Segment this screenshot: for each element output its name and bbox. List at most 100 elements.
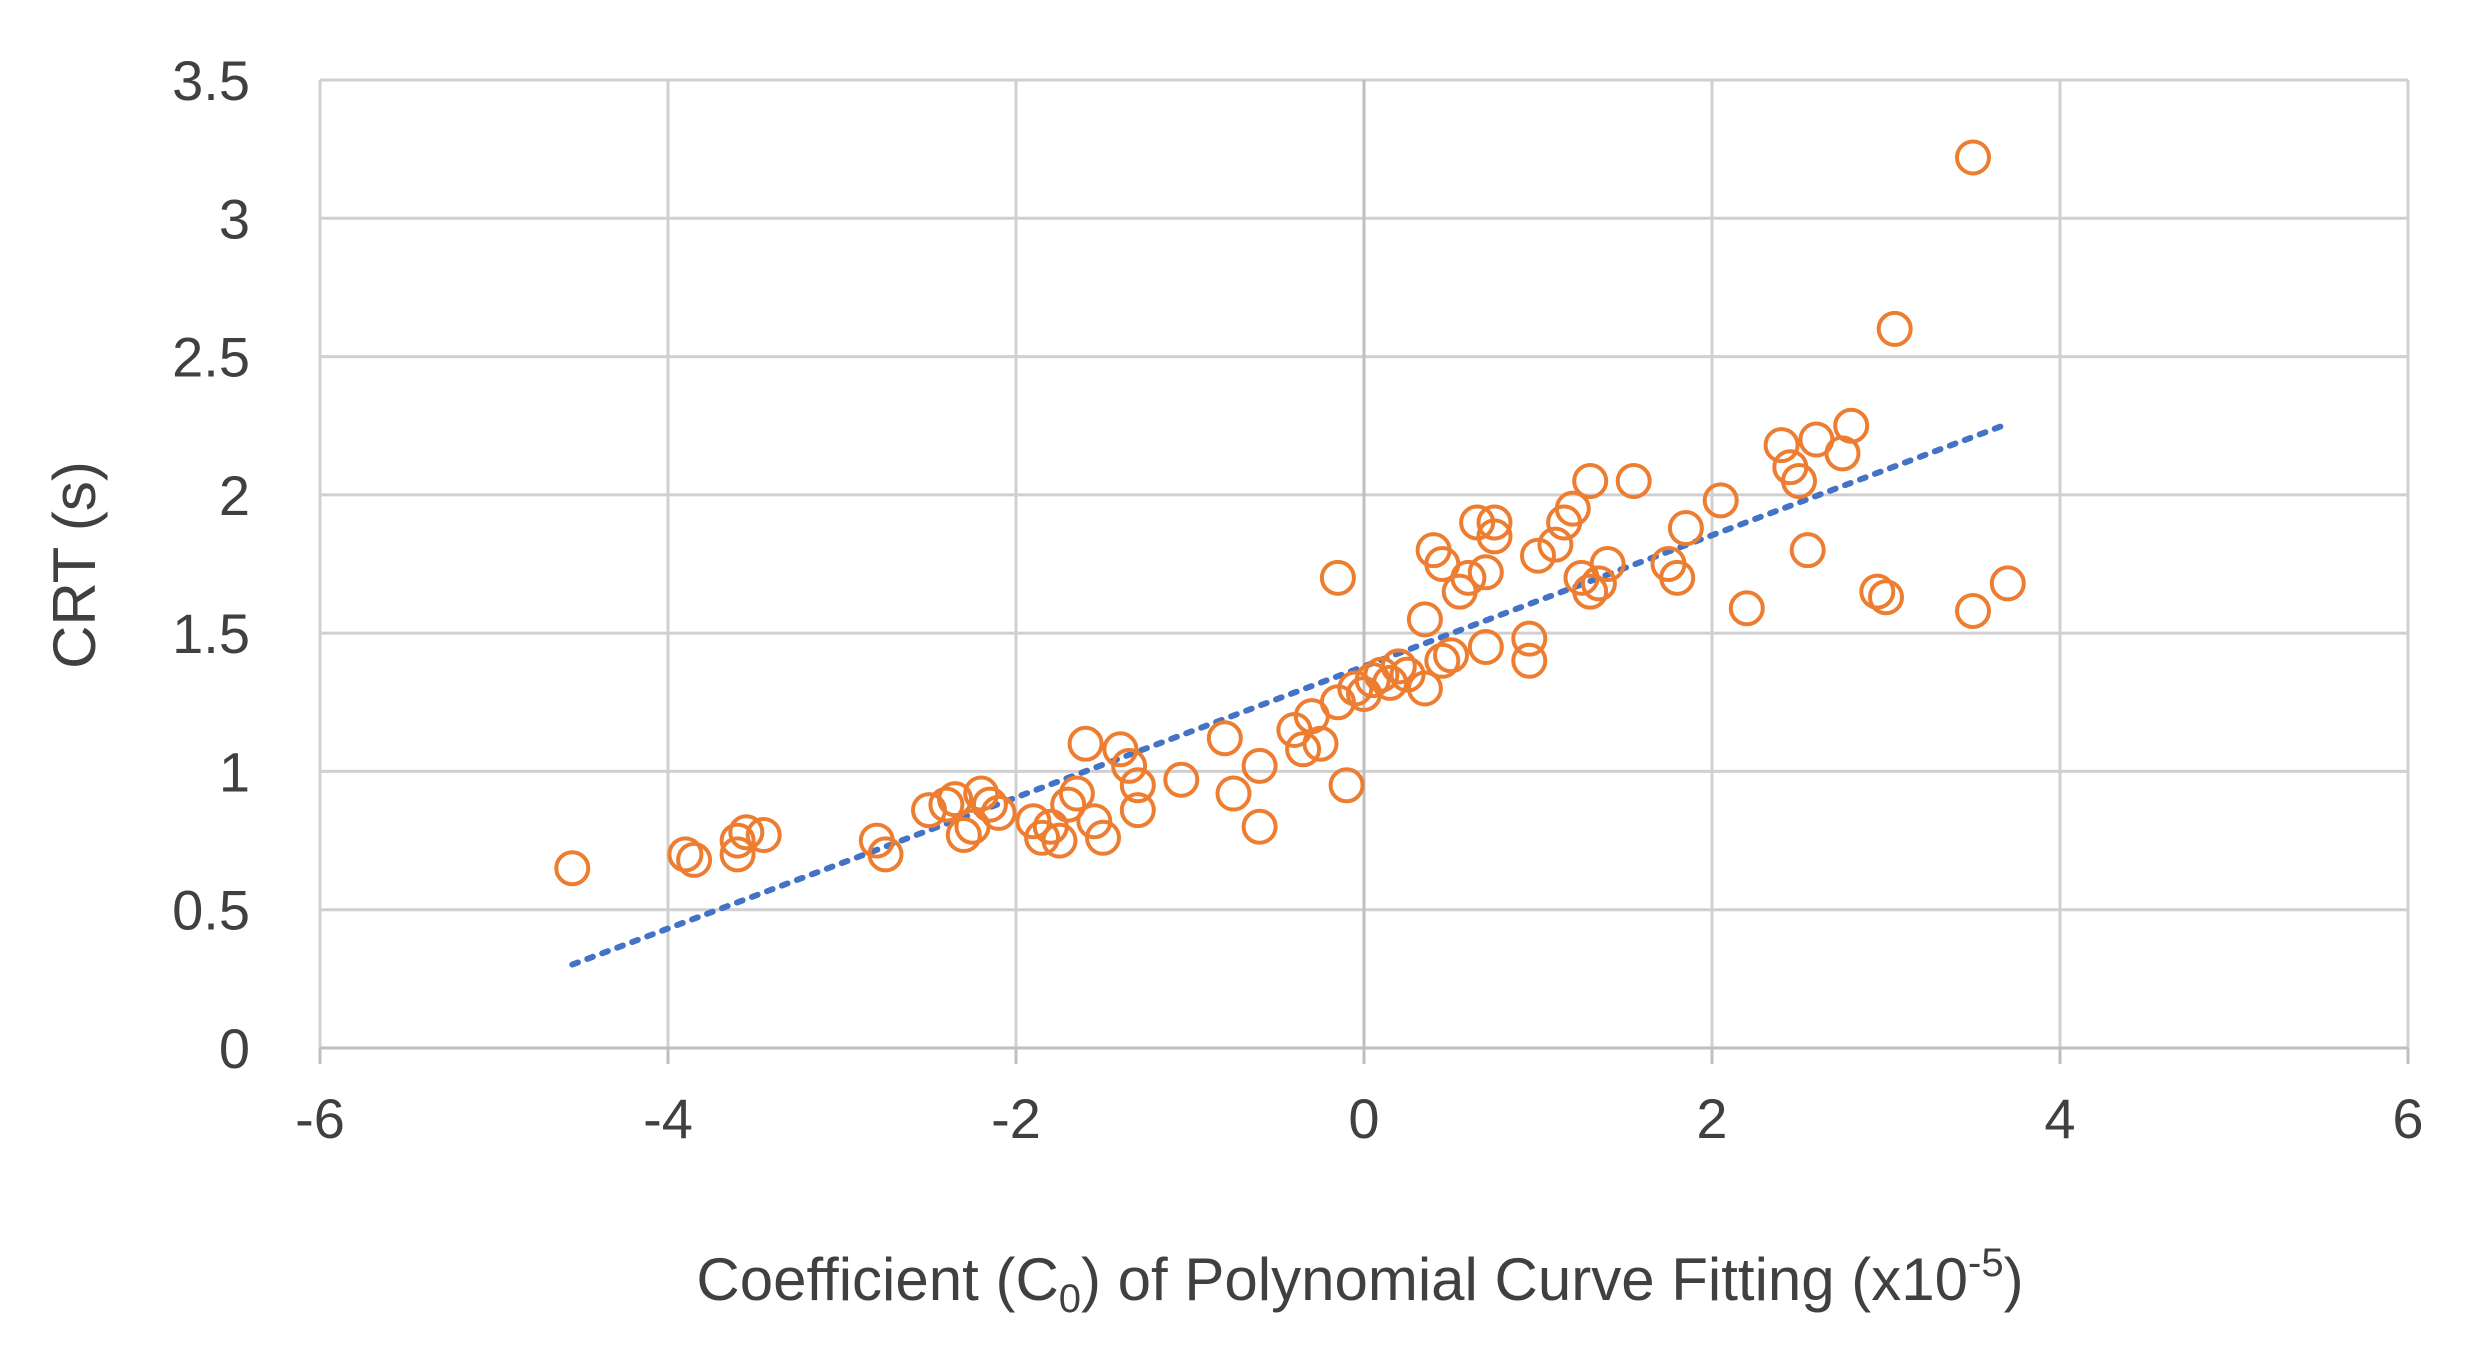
data-point — [1450, 559, 1487, 596]
x-axis-title-suffix: ) — [2004, 1246, 2024, 1313]
data-point — [1119, 792, 1156, 829]
x-axis-title: Coefficient (C0) of Polynomial Curve Fit… — [696, 1241, 2023, 1321]
data-point — [719, 822, 756, 859]
data-point — [1537, 526, 1574, 563]
x-tick-label: 6 — [2392, 1087, 2423, 1150]
data-point — [1876, 310, 1913, 347]
y-axis-title: CRT (s) — [41, 461, 108, 669]
data-point — [1511, 642, 1548, 679]
data-point — [554, 850, 591, 887]
data-point — [728, 814, 765, 851]
linear-trendline — [569, 420, 2011, 968]
data-point — [1615, 463, 1652, 500]
data-point — [1424, 642, 1461, 679]
y-tick-label: 0 — [219, 1017, 250, 1080]
data-point — [1580, 565, 1617, 602]
data-point — [1328, 767, 1365, 804]
y-axis-tick-labels: 0 0.5 1 1.5 2 2.5 3 3.5 — [172, 49, 250, 1080]
data-point — [1476, 504, 1513, 541]
data-point — [1781, 463, 1817, 500]
data-point — [1833, 407, 1870, 444]
data-point — [1372, 664, 1409, 701]
data-point — [1119, 767, 1156, 804]
x-axis-title-subscript: 0 — [1059, 1277, 1081, 1321]
x-tick-label: -2 — [991, 1087, 1041, 1150]
data-point — [1050, 786, 1087, 823]
data-point — [867, 836, 904, 873]
data-point — [1859, 573, 1896, 610]
data-point — [1380, 648, 1417, 685]
x-axis-tick-labels: -6 -4 -2 0 2 4 6 — [295, 1087, 2423, 1150]
gridlines — [318, 78, 2410, 1064]
data-point — [980, 794, 1017, 831]
y-tick-label: 2 — [219, 464, 250, 527]
data-point — [1572, 573, 1609, 610]
x-tick-label: -6 — [295, 1087, 345, 1150]
data-point — [1215, 775, 1252, 812]
data-point — [1241, 808, 1278, 845]
y-tick-label: 0.5 — [172, 879, 250, 942]
x-axis-title-superscript: -5 — [1968, 1241, 2004, 1285]
y-tick-label: 3.5 — [172, 49, 250, 112]
data-point — [1206, 720, 1243, 757]
x-tick-label: 0 — [1348, 1087, 1379, 1150]
data-point — [937, 781, 974, 818]
data-point — [1868, 579, 1904, 616]
y-tick-label: 2.5 — [172, 326, 250, 389]
y-tick-label: 3 — [219, 187, 250, 250]
data-point — [1406, 670, 1443, 707]
y-tick-label: 1.5 — [172, 602, 250, 665]
data-point — [1102, 731, 1139, 768]
data-point — [719, 836, 756, 873]
data-point — [1433, 637, 1469, 674]
data-point — [1554, 490, 1591, 527]
data-point — [1085, 819, 1121, 856]
data-point — [745, 817, 782, 854]
data-point — [1511, 620, 1548, 657]
data-point — [1076, 803, 1113, 840]
data-point — [1241, 747, 1278, 784]
data-point — [1363, 656, 1400, 693]
data-point — [1955, 593, 1991, 630]
x-tick-label: 2 — [1696, 1087, 1727, 1150]
data-point — [1702, 482, 1739, 519]
data-points — [554, 139, 2026, 887]
data-point — [945, 817, 982, 854]
data-point — [1058, 775, 1095, 812]
data-point — [1520, 537, 1556, 574]
x-axis-title-prefix: Coefficient (C — [696, 1246, 1058, 1313]
x-axis-title-middle: ) of Polynomial Curve Fitting (x10 — [1081, 1246, 1968, 1313]
data-point — [1015, 803, 1052, 840]
data-point — [1319, 559, 1356, 596]
data-point — [1467, 628, 1504, 665]
x-tick-label: -4 — [643, 1087, 693, 1150]
data-point — [1111, 747, 1148, 784]
data-point — [1572, 463, 1609, 500]
data-point — [1302, 725, 1339, 762]
y-tick-label: 1 — [219, 740, 250, 803]
data-point — [1467, 554, 1504, 591]
data-point — [1163, 761, 1200, 798]
data-point — [667, 836, 704, 873]
data-point — [1763, 427, 1800, 464]
data-point — [1067, 725, 1104, 762]
data-point — [1659, 559, 1696, 596]
data-point — [1589, 546, 1626, 582]
trendline-layer — [569, 420, 2011, 968]
data-point — [1989, 565, 2026, 602]
x-tick-label: 4 — [2044, 1087, 2075, 1150]
data-point — [928, 786, 965, 823]
data-point — [1406, 601, 1443, 638]
data-point — [676, 841, 713, 878]
data-point — [1024, 819, 1061, 856]
data-point — [1955, 139, 1991, 176]
data-point — [1728, 590, 1765, 627]
data-point — [1789, 532, 1826, 569]
data-point — [1476, 518, 1513, 555]
data-point — [1285, 731, 1322, 768]
data-point — [971, 786, 1008, 823]
data-point — [1667, 510, 1704, 547]
data-point — [1041, 822, 1078, 859]
